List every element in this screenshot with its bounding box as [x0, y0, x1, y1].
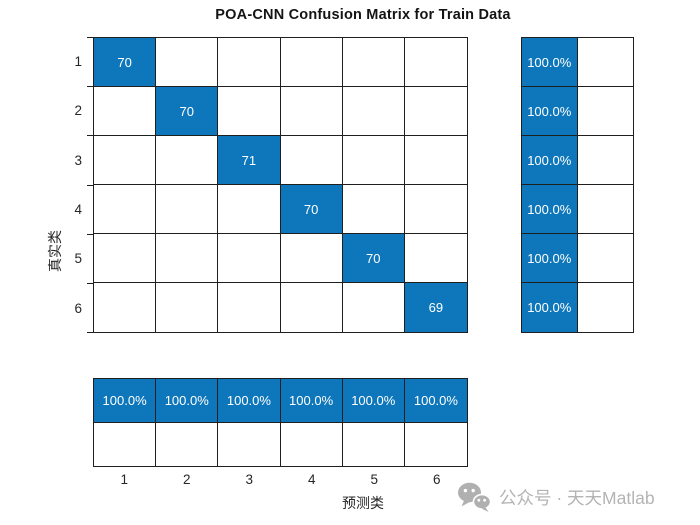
- matrix-cell-r4-c4: 70: [280, 185, 343, 234]
- matrix-cell-r4-c6: [404, 185, 467, 234]
- matrix-cell-r3-c6: [404, 136, 467, 185]
- matrix-cell-r6-c5: [342, 283, 405, 332]
- matrix-cell-r3-c1: [94, 136, 157, 185]
- y-tick-6: 6: [74, 300, 82, 316]
- y-axis-tick-mark: [87, 135, 93, 136]
- matrix-cell-r4-c5: [342, 185, 405, 234]
- col-summary-pct-c6: 100.0%: [404, 379, 467, 423]
- matrix-cell-r1-c6: [404, 38, 467, 87]
- col-summary-pct-c1: 100.0%: [94, 379, 157, 423]
- confusion-matrix-grid: 70 70 71 70 70 69: [93, 37, 468, 333]
- matrix-cell-r2-c3: [218, 87, 281, 136]
- row-summary-grid: 100.0% 100.0% 100.0% 100.0% 100.0% 100.0%: [521, 37, 634, 333]
- matrix-cell-r3-c2: [156, 136, 219, 185]
- matrix-cell-r2-c5: [342, 87, 405, 136]
- row-summary-pct-r6: 100.0%: [522, 283, 578, 332]
- matrix-cell-r5-c3: [218, 234, 281, 283]
- matrix-cell-r3-c4: [280, 136, 343, 185]
- matrix-cell-r5-c2: [156, 234, 219, 283]
- col-summary-secondary-c3: [218, 422, 281, 466]
- x-tick-1: 1: [120, 472, 128, 487]
- matrix-cell-r3-c5: [342, 136, 405, 185]
- watermark: 公众号 · 天天Matlab: [457, 480, 655, 514]
- x-axis-tick-labels: 1 2 3 4 5 6: [93, 472, 468, 488]
- row-summary-secondary-r4: [577, 185, 633, 234]
- matrix-cell-r3-c3: 71: [218, 136, 281, 185]
- matrix-cell-r6-c3: [218, 283, 281, 332]
- watermark-text: 公众号 · 天天Matlab: [499, 487, 655, 508]
- row-summary-pct-r4: 100.0%: [522, 185, 578, 234]
- x-tick-3: 3: [245, 472, 253, 487]
- y-tick-4: 4: [74, 202, 82, 218]
- matrix-cell-r1-c4: [280, 38, 343, 87]
- row-summary-pct-r1: 100.0%: [522, 38, 578, 87]
- y-tick-5: 5: [74, 251, 82, 267]
- matrix-cell-r4-c2: [156, 185, 219, 234]
- col-summary-secondary-c2: [156, 422, 219, 466]
- matrix-cell-r5-c6: [404, 234, 467, 283]
- col-summary-secondary-c4: [280, 422, 343, 466]
- row-summary-secondary-r6: [577, 283, 633, 332]
- y-axis-tick-mark: [87, 185, 93, 186]
- y-axis-tick-mark: [87, 332, 93, 333]
- matrix-cell-r1-c2: [156, 38, 219, 87]
- y-axis-tick-mark: [87, 86, 93, 87]
- row-summary-secondary-r5: [577, 234, 633, 283]
- col-summary-pct-c5: 100.0%: [342, 379, 405, 423]
- matrix-cell-r5-c4: [280, 234, 343, 283]
- x-axis-label: 预测类: [342, 495, 384, 511]
- matrix-cell-r2-c1: [94, 87, 157, 136]
- col-summary-pct-c3: 100.0%: [218, 379, 281, 423]
- matrix-cell-r6-c4: [280, 283, 343, 332]
- y-axis-tick-labels: 1 2 3 4 5 6: [46, 37, 82, 333]
- y-tick-3: 3: [74, 152, 82, 168]
- y-axis-tick-mark: [87, 234, 93, 235]
- row-summary-pct-r5: 100.0%: [522, 234, 578, 283]
- chart-title: POA-CNN Confusion Matrix for Train Data: [215, 7, 511, 23]
- x-tick-6: 6: [432, 472, 441, 487]
- x-tick-2: 2: [182, 472, 191, 487]
- row-summary-pct-r3: 100.0%: [522, 136, 578, 185]
- col-summary-pct-c2: 100.0%: [156, 379, 219, 423]
- wechat-icon: [458, 482, 491, 512]
- col-summary-secondary-c5: [342, 422, 405, 466]
- matrix-cell-r4-c3: [218, 185, 281, 234]
- matrix-cell-r2-c2: 70: [156, 87, 219, 136]
- col-summary-secondary-c6: [404, 422, 467, 466]
- row-summary-secondary-r2: [577, 87, 633, 136]
- y-tick-2: 2: [74, 103, 82, 119]
- row-summary-secondary-r3: [577, 136, 633, 185]
- matrix-cell-r1-c5: [342, 38, 405, 87]
- matrix-cell-r5-c5: 70: [342, 234, 405, 283]
- matrix-cell-r1-c3: [218, 38, 281, 87]
- matrix-cell-r6-c2: [156, 283, 219, 332]
- matrix-cell-r6-c6: 69: [404, 283, 467, 332]
- matrix-cell-r2-c6: [404, 87, 467, 136]
- col-summary-secondary-c1: [94, 422, 157, 466]
- matrix-cell-r5-c1: [94, 234, 157, 283]
- col-summary-pct-c4: 100.0%: [280, 379, 343, 423]
- y-tick-1: 1: [74, 54, 82, 70]
- row-summary-secondary-r1: [577, 38, 633, 87]
- y-axis-tick-mark: [87, 283, 93, 284]
- x-tick-4: 4: [307, 472, 316, 487]
- x-tick-5: 5: [370, 472, 378, 487]
- matrix-cell-r4-c1: [94, 185, 157, 234]
- column-summary-grid: 100.0% 100.0% 100.0% 100.0% 100.0% 100.0%: [93, 378, 468, 467]
- y-axis-tick-mark: [87, 37, 93, 38]
- matrix-cell-r2-c4: [280, 87, 343, 136]
- matrix-cell-r6-c1: [94, 283, 157, 332]
- row-summary-pct-r2: 100.0%: [522, 87, 578, 136]
- matrix-cell-r1-c1: 70: [94, 38, 157, 87]
